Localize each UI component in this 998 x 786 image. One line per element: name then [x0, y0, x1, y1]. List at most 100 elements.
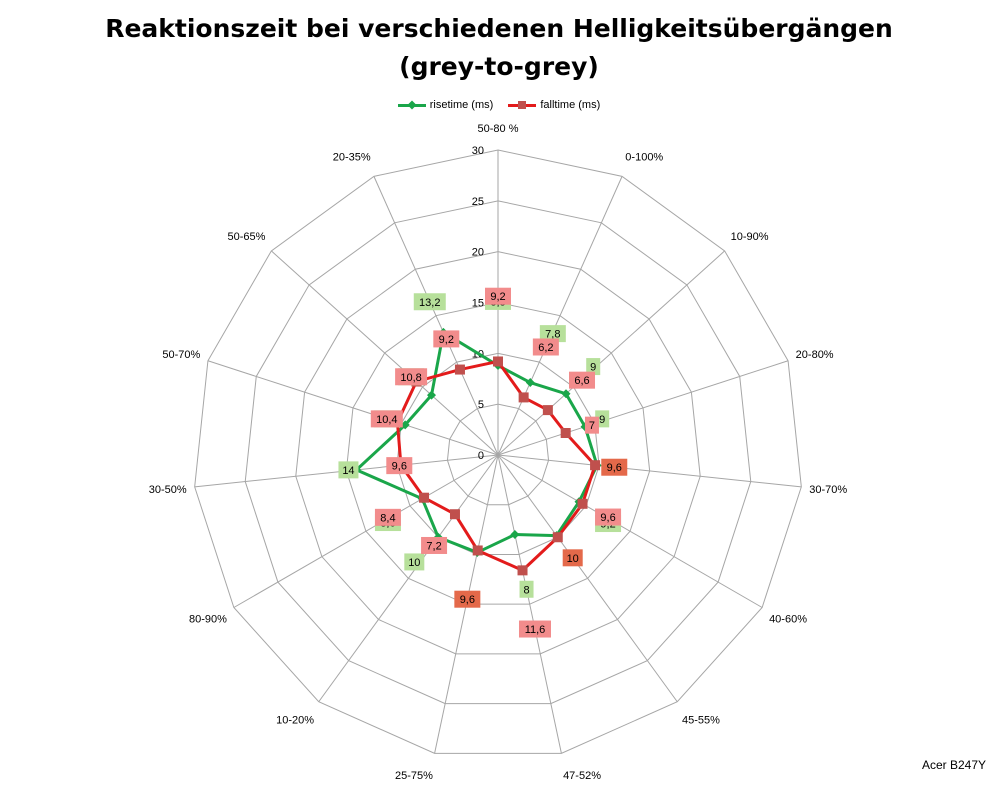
risetime-label-bg — [338, 461, 359, 479]
falltime-data-label: 9,6 — [392, 461, 407, 473]
category-label: 40-60% — [769, 614, 807, 626]
falltime-label-bg — [386, 457, 413, 475]
category-label: 80-90% — [189, 614, 227, 626]
falltime-label-bg — [395, 368, 428, 386]
falltime-label-bg — [584, 416, 599, 434]
risetime-point — [400, 420, 410, 430]
falltime-data-label: 9,6 — [600, 512, 615, 524]
falltime-label-bg — [421, 536, 448, 554]
falltime-point — [493, 356, 503, 367]
risetime-point — [525, 378, 535, 388]
tick-label: 5 — [478, 399, 484, 411]
legend-item-falltime: falltime (ms) — [508, 99, 600, 111]
series-line-falltime — [395, 359, 597, 572]
falltime-point — [560, 428, 571, 439]
grid-ring — [295, 251, 701, 655]
falltime-data-label: 6,6 — [574, 375, 589, 387]
risetime-data-label: 9 — [590, 362, 596, 374]
legend: risetime (ms) falltime (ms) — [0, 99, 998, 113]
falltime-point — [419, 492, 430, 503]
tick-label: 25 — [472, 196, 484, 208]
grid-spoke — [373, 176, 499, 456]
grid-spoke — [497, 454, 802, 488]
category-label: 47-52% — [563, 770, 601, 782]
tick-label: 0 — [478, 450, 484, 462]
risetime-label-bg — [519, 580, 534, 598]
grid-spoke — [233, 454, 499, 608]
category-label: 0-100% — [625, 151, 663, 163]
legend-swatch-risetime — [397, 100, 426, 110]
grid-spoke — [497, 360, 789, 456]
risetime-label-bg — [586, 358, 601, 376]
falltime-point — [577, 498, 588, 509]
grid — [194, 149, 802, 754]
risetime-data-label: 9 — [599, 414, 605, 426]
risetime-data-label: 8 — [523, 584, 529, 596]
falltime-point — [517, 565, 528, 576]
tick-label: 20 — [472, 247, 484, 259]
tick-label: 15 — [472, 298, 484, 310]
category-label: 50-70% — [162, 349, 200, 361]
category-label: 45-55% — [682, 715, 720, 727]
falltime-point — [542, 405, 553, 416]
falltime-label-bg — [532, 338, 559, 356]
falltime-label-bg — [518, 620, 551, 638]
chart-title-line2: (grey-to-grey) — [399, 52, 599, 81]
risetime-data-label: 10 — [408, 557, 420, 569]
falltime-point — [454, 364, 465, 375]
category-label: 20-80% — [796, 349, 834, 361]
falltime-data-label: 10 — [567, 553, 579, 565]
falltime-data-label: 9,6 — [460, 594, 475, 606]
risetime-data-label: 13,2 — [419, 297, 440, 309]
risetime-label-bg — [539, 325, 566, 343]
grid-spoke — [271, 250, 499, 456]
falltime-data-label: 7,2 — [426, 540, 441, 552]
falltime-data-label: 7 — [589, 420, 595, 432]
falltime-data-label: 8,4 — [380, 512, 395, 524]
falltime-point — [552, 532, 563, 543]
falltime-label-bg — [601, 458, 628, 476]
falltime-data-label: 9,6 — [607, 462, 622, 474]
grid-spoke — [497, 176, 623, 456]
grid-spoke — [497, 454, 763, 608]
falltime-data-label: 10,4 — [376, 414, 397, 426]
risetime-point — [427, 390, 437, 400]
category-label: 50-65% — [227, 231, 265, 243]
falltime-data-label: 11,6 — [525, 624, 546, 636]
legend-label-risetime: risetime (ms) — [429, 99, 494, 111]
grid-spoke — [497, 250, 725, 456]
chart-title: Reaktionszeit bei verschiedenen Helligke… — [0, 10, 998, 86]
category-label: 10-90% — [731, 231, 769, 243]
category-label: 50-80 % — [478, 123, 519, 135]
falltime-data-label: 10,8 — [400, 372, 421, 384]
falltime-label-bg — [485, 287, 511, 305]
falltime-data-label: 6,2 — [538, 342, 553, 354]
falltime-data-label: 9,2 — [490, 291, 505, 303]
falltime-data-label: 9,2 — [439, 334, 454, 346]
legend-label-falltime: falltime (ms) — [540, 99, 601, 111]
chart-title-line1: Reaktionszeit bei verschiedenen Helligke… — [105, 14, 893, 43]
category-label: 30-70% — [809, 484, 847, 496]
risetime-point — [510, 530, 520, 540]
grid-ring — [244, 200, 752, 705]
series-line-risetime — [354, 330, 599, 554]
falltime-point — [449, 509, 460, 520]
grid-ring — [194, 149, 802, 754]
falltime-label-bg — [562, 549, 583, 567]
grid-spoke — [497, 454, 678, 703]
grid-spoke — [207, 360, 499, 456]
falltime-label-bg — [595, 508, 622, 526]
falltime-label-bg — [370, 410, 403, 428]
tick-label: 30 — [472, 145, 484, 157]
falltime-label-bg — [374, 508, 401, 526]
falltime-point — [472, 545, 483, 556]
falltime-point — [590, 460, 601, 471]
risetime-data-label: 14 — [342, 465, 354, 477]
risetime-label-bg — [413, 293, 446, 311]
category-label: 30-50% — [149, 484, 187, 496]
grid-ring — [446, 403, 550, 506]
legend-item-risetime: risetime (ms) — [397, 99, 494, 111]
grid-ring — [345, 301, 651, 605]
grid-ring — [396, 352, 600, 555]
